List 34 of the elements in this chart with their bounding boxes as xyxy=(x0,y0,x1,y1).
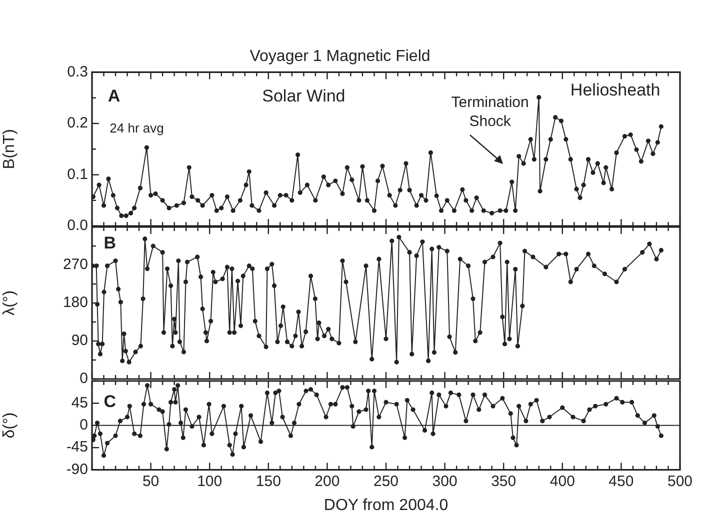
y-tick-label: 270 xyxy=(62,256,88,274)
annotation: Heliosheath xyxy=(570,80,660,100)
x-tick-label: 450 xyxy=(608,472,634,490)
annotation: Solar Wind xyxy=(262,86,346,106)
y-tick-label: 0 xyxy=(80,416,88,434)
annotation: C xyxy=(104,392,116,411)
y-tick-label: 0.3 xyxy=(67,63,88,80)
y-tick-label: -90 xyxy=(66,460,88,478)
annotation: A xyxy=(108,86,120,106)
y-tick-label: 0.1 xyxy=(67,166,88,183)
x-tick-label: 250 xyxy=(373,472,399,490)
y-tick-label: 180 xyxy=(62,294,88,312)
x-tick-label: 400 xyxy=(550,472,575,490)
y-tick-label: -45 xyxy=(66,438,88,456)
x-tick-label: 200 xyxy=(314,472,340,490)
y-tick-label: 45 xyxy=(71,394,88,412)
annotation: B xyxy=(104,233,116,252)
x-tick-label: 150 xyxy=(256,472,281,490)
y-axis-title: δ(°) xyxy=(1,412,18,438)
chart-title: Voyager 1 Magnetic Field xyxy=(250,48,430,66)
y-tick-label: 0.0 xyxy=(67,217,88,234)
x-tick-label: 350 xyxy=(491,472,516,490)
annotation: Termination Shock xyxy=(451,94,529,130)
x-tick-label: 300 xyxy=(432,472,458,490)
x-tick-label: 500 xyxy=(667,472,693,490)
x-tick-label: 50 xyxy=(142,472,160,490)
y-axis-title: λ(°) xyxy=(1,290,18,316)
y-tick-label: 0 xyxy=(80,370,88,388)
x-tick-label: 100 xyxy=(197,472,222,490)
y-axis-title: B(nT) xyxy=(1,129,18,170)
x-axis-title: DOY from 2004.0 xyxy=(324,496,448,514)
annotation: 24 hr avg xyxy=(110,120,164,136)
y-tick-label: 90 xyxy=(71,332,88,350)
y-tick-label: 0.2 xyxy=(67,114,88,132)
